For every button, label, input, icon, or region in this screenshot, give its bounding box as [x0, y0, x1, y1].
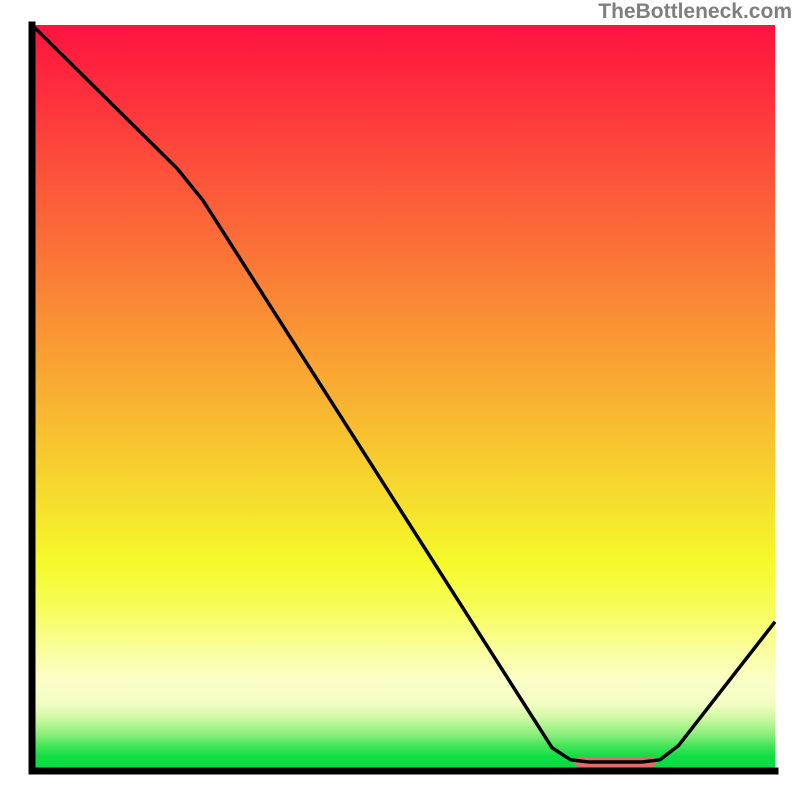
bottleneck-chart: TheBottleneck.com: [0, 0, 800, 800]
chart-svg: [0, 0, 800, 800]
watermark-text: TheBottleneck.com: [598, 0, 792, 24]
